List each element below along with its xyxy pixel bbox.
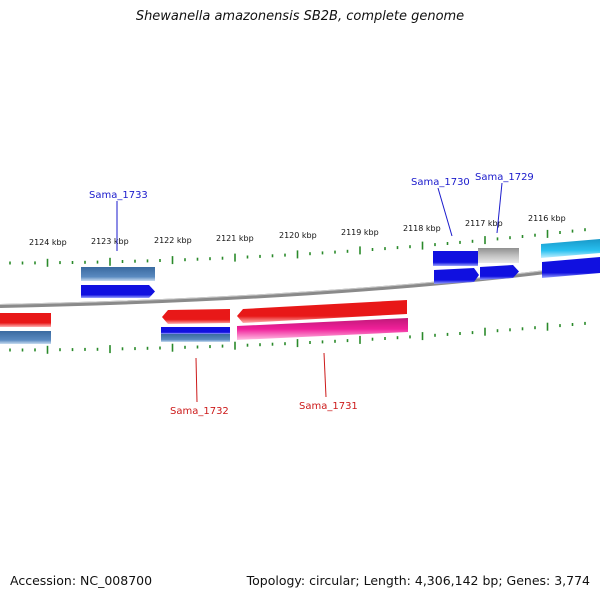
gene-sama-1731[interactable] <box>237 318 408 340</box>
kbp-scale: 2124 kbp 2123 kbp 2122 kbp 2121 kbp 2120… <box>29 214 566 247</box>
kbp-label: 2119 kbp <box>341 228 379 237</box>
reverse-strand-genes[interactable] <box>0 300 408 344</box>
map-title: Shewanella amazonensis SB2B, complete ge… <box>135 9 465 24</box>
gene-gray[interactable] <box>478 248 519 263</box>
label-sama-1729[interactable]: Sama_1729 <box>475 172 534 183</box>
gene-steel-under-1732[interactable] <box>161 334 230 342</box>
gene-sama-1733[interactable] <box>81 285 155 298</box>
gene-sama-1729[interactable] <box>480 265 519 280</box>
label-sama-1732[interactable]: Sama_1732 <box>170 406 229 417</box>
label-sama-1731[interactable]: Sama_1731 <box>299 401 358 412</box>
leader-sama-1731 <box>323 352 327 398</box>
gene-sama-1732[interactable] <box>162 309 230 324</box>
gene-blue-under-1732[interactable] <box>161 327 230 334</box>
label-sama-1730[interactable]: Sama_1730 <box>411 177 470 188</box>
leader-sama-1730 <box>437 187 453 237</box>
kbp-label: 2117 kbp <box>465 219 503 228</box>
genome-stats-text: Topology: circular; Length: 4,306,142 bp… <box>246 573 590 588</box>
label-sama-1733[interactable]: Sama_1733 <box>89 190 148 201</box>
gene-blue-arrow-a[interactable] <box>434 268 479 284</box>
kbp-label: 2116 kbp <box>528 214 566 223</box>
kbp-label: 2123 kbp <box>91 237 129 246</box>
gene-steel-left[interactable] <box>81 267 155 281</box>
genome-backbone <box>0 263 600 308</box>
lower-tick-track <box>9 321 586 354</box>
gene-steel-left-edge[interactable] <box>0 331 51 344</box>
label-leaders <box>116 182 503 403</box>
kbp-label: 2120 kbp <box>279 231 317 240</box>
gene-red-left[interactable] <box>0 313 51 327</box>
gene-cyan[interactable] <box>541 239 600 258</box>
kbp-label: 2124 kbp <box>29 238 67 247</box>
leader-sama-1729 <box>496 182 503 234</box>
forward-strand-genes[interactable] <box>81 239 600 298</box>
upper-tick-track <box>9 228 586 267</box>
gene-blue-right[interactable] <box>542 257 600 278</box>
gene-labels: Sama_1733 Sama_1730 Sama_1729 Sama_1732 … <box>89 172 534 417</box>
genome-backbone-highlight <box>0 263 600 305</box>
leader-sama-1732 <box>195 357 198 403</box>
gene-red-long[interactable] <box>237 300 407 323</box>
gene-sama-1730[interactable] <box>433 251 478 266</box>
kbp-label: 2118 kbp <box>403 224 441 233</box>
accession-text: Accession: NC_008700 <box>10 573 153 588</box>
kbp-label: 2122 kbp <box>154 236 192 245</box>
kbp-label: 2121 kbp <box>216 234 254 243</box>
